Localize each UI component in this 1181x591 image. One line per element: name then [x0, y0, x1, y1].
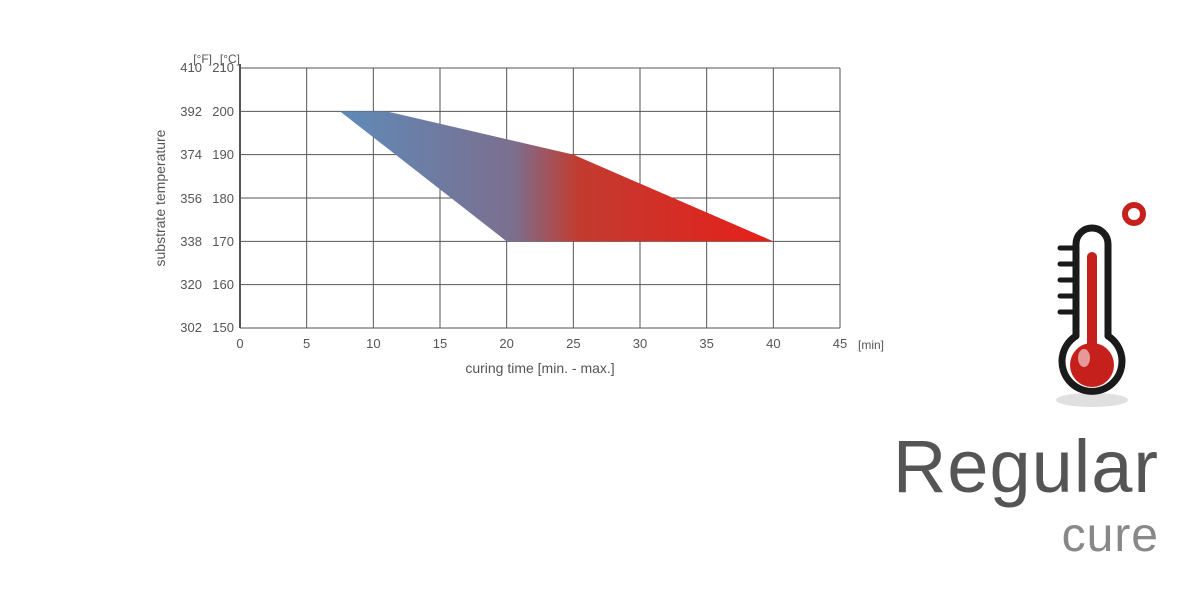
y-tick-f-356: 356 [168, 191, 202, 206]
x-tick-25: 25 [558, 336, 588, 351]
x-tick-45: 45 [825, 336, 855, 351]
brand-title: Regular [893, 430, 1159, 504]
x-tick-35: 35 [692, 336, 722, 351]
y-tick-c-180: 180 [200, 191, 234, 206]
y-tick-c-190: 190 [200, 147, 234, 162]
y-tick-f-410: 410 [168, 60, 202, 75]
cure-window-shape [340, 111, 773, 241]
y-tick-c-200: 200 [200, 104, 234, 119]
x-tick-30: 30 [625, 336, 655, 351]
brand-subtitle: cure [1062, 512, 1159, 560]
y-tick-c-170: 170 [200, 234, 234, 249]
y-tick-f-392: 392 [168, 104, 202, 119]
x-tick-10: 10 [358, 336, 388, 351]
y-tick-c-150: 150 [200, 320, 234, 335]
x-tick-40: 40 [758, 336, 788, 351]
y-tick-f-338: 338 [168, 234, 202, 249]
x-tick-15: 15 [425, 336, 455, 351]
y-tick-f-320: 320 [168, 277, 202, 292]
x-tick-0: 0 [225, 336, 255, 351]
x-axis-label: curing time [min. - max.] [240, 360, 840, 376]
thermometer-icon [1030, 200, 1160, 410]
y-tick-f-374: 374 [168, 147, 202, 162]
x-tick-20: 20 [492, 336, 522, 351]
y-tick-c-160: 160 [200, 277, 234, 292]
y-tick-f-302: 302 [168, 320, 202, 335]
x-unit-label: [min] [858, 338, 884, 352]
cure-chart [0, 0, 900, 420]
y-tick-c-210: 210 [200, 60, 234, 75]
x-tick-5: 5 [292, 336, 322, 351]
